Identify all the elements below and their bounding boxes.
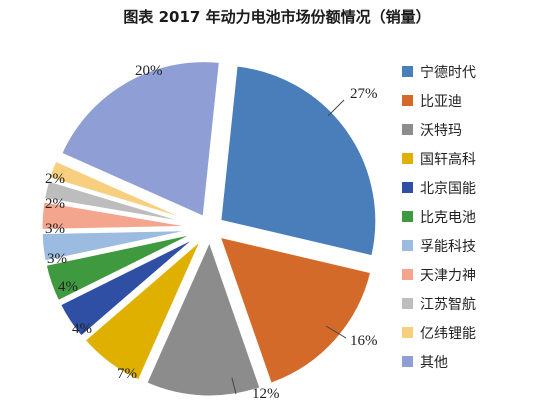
pie-slice-8 [39,199,199,232]
legend-swatch-1 [402,66,413,77]
slice-label-8: 3% [45,221,65,237]
legend-label-4: 国轩高科 [420,151,476,168]
slice-label-6: 4% [58,279,78,295]
legend-swatch-8 [402,269,413,280]
legend-label-6: 比克电池 [420,210,476,226]
pie-slice-1 [218,63,379,259]
legend-swatch-2 [402,95,413,106]
slice-label-9: 2% [45,196,65,212]
legend-label-9: 江苏智航 [420,297,476,313]
pie-slice-2 [216,233,374,387]
slice-label-10: 2% [45,171,65,187]
legend-label-5: 北京国能 [420,181,476,197]
slice-labels: 27% 16% 12% 7% 4% 4% 3% 3% 2% 2% 20% [45,63,378,402]
leader-line-3 [231,377,237,395]
pie-slice-9 [41,178,199,227]
legend-label-7: 孚能科技 [420,239,476,255]
legend-swatch-10 [402,327,413,338]
leader-line-2 [325,325,347,339]
legend-label-2: 比亚迪 [420,94,462,110]
label-leader-lines [231,99,347,395]
legend-swatch-6 [402,211,413,222]
slice-label-1: 27% [350,86,378,102]
legend-label-8: 天津力神 [420,268,476,284]
legend-swatch-7 [402,240,413,251]
pie-slices [39,59,379,399]
legend-swatch-11 [402,356,413,367]
legend-label-10: 亿纬锂能 [420,326,476,342]
pie-slice-6 [43,230,200,304]
legend-label-1: 宁德时代 [420,64,476,81]
pie-slice-5 [57,233,201,340]
slice-label-4: 7% [117,366,137,382]
pie-slice-3 [143,235,264,399]
pie-slice-4 [81,236,205,384]
legend-label-3: 沃特玛 [420,123,462,139]
chart-title: 图表 2017 年动力电池市场份额情况（销量） [123,8,431,26]
slice-label-11: 20% [135,63,163,79]
slice-label-3: 12% [252,386,280,402]
pie-slice-10 [46,157,200,226]
legend-label-11: 其他 [420,355,448,371]
legend-swatch-5 [402,182,413,193]
slice-label-5: 4% [72,321,92,337]
pie-slice-7 [39,227,199,264]
legend-swatch-3 [402,124,413,135]
slice-label-2: 16% [350,333,378,349]
legend-swatch-9 [402,298,413,309]
pie-slice-11 [58,59,223,220]
leader-line-1 [327,99,345,117]
slice-label-7: 3% [47,251,67,267]
legend-swatch-4 [402,153,413,164]
